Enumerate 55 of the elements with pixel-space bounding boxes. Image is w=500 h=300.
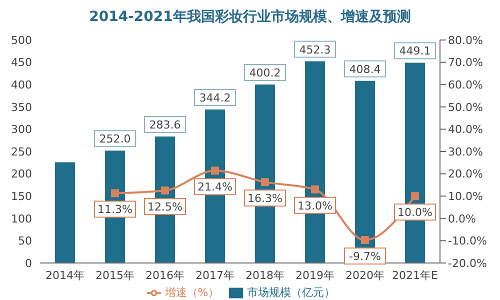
point [261, 178, 269, 186]
y2-tick-label: 60.0% [448, 78, 483, 92]
x-tick-label: 2017年 [196, 268, 234, 282]
y2-tick-label: -20.0% [448, 256, 487, 270]
data-label: 344.2 [199, 91, 231, 104]
x-tick-label: 2019年 [296, 268, 334, 282]
y2-tick-label: 70.0% [448, 56, 483, 70]
y2-tick-label: 20.0% [448, 168, 483, 181]
legend-label: 市场规模（亿元） [247, 286, 336, 299]
x-tick-label: 2020年 [346, 268, 384, 282]
y2-tick-label: 0.0% [448, 212, 476, 226]
y-tick-label: 150 [11, 190, 32, 204]
y2-tick-label: 50.0% [448, 100, 483, 114]
y-tick-label: 250 [11, 145, 32, 158]
data-label: 252.0 [99, 132, 131, 146]
data-label: 11.3% [98, 203, 132, 216]
y-tick-label: 0 [25, 256, 32, 270]
point [211, 166, 219, 175]
data-label: 16.3% [248, 192, 282, 206]
data-label: 283.6 [149, 118, 181, 132]
data-label: 400.2 [249, 66, 281, 80]
data-label: 449.1 [399, 44, 431, 58]
data-label: 408.4 [349, 62, 381, 76]
chart-title: 2014-2021年我国彩妆行业市场规模、增速及预测 [88, 8, 412, 27]
point [111, 189, 119, 198]
y2-tick-label: 40.0% [448, 123, 483, 136]
x-tick-label: 2014年 [46, 268, 84, 282]
point [411, 192, 419, 200]
x-tick-label: 2016年 [146, 268, 184, 282]
legend-label: 增速（%） [164, 286, 220, 299]
y-tick-label: 350 [11, 100, 32, 114]
y-tick-label: 100 [11, 212, 32, 226]
point [161, 186, 169, 195]
data-label: -9.7% [349, 250, 381, 264]
y-tick-label: 500 [11, 34, 32, 47]
data-label: 452.3 [299, 43, 331, 56]
y2-tick-label: -10.0% [448, 234, 487, 248]
x-tick-label: 2018年 [246, 268, 284, 282]
x-tick-label: 2021年E [392, 268, 438, 282]
data-label: 10.0% [398, 206, 432, 220]
data-label: 12.5% [148, 200, 182, 214]
y-tick-label: 450 [11, 56, 32, 70]
point [311, 185, 319, 194]
y2-tick-label: 30.0% [448, 145, 483, 158]
y-tick-label: 200 [11, 168, 32, 181]
y-tick-label: 50 [18, 234, 32, 248]
y2-tick-label: 80.0% [448, 34, 483, 47]
data-label: 21.4% [198, 180, 232, 194]
data-label: 13.0% [298, 199, 332, 212]
bar [55, 162, 75, 263]
y2-tick-label: 10.0% [448, 190, 483, 204]
y-tick-label: 400 [11, 78, 32, 92]
x-tick-label: 2015年 [96, 268, 134, 282]
y-tick-label: 300 [11, 123, 32, 136]
point [361, 236, 369, 244]
